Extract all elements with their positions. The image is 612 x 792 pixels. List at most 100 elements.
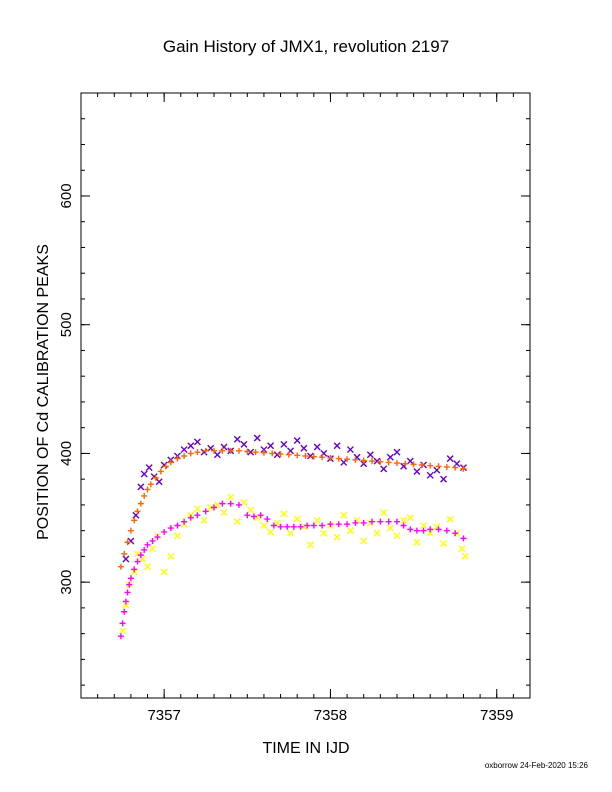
data-point: [144, 541, 151, 548]
data-point: [360, 460, 368, 468]
data-point: [380, 465, 388, 473]
data-point: [380, 509, 388, 517]
data-point: [319, 454, 326, 461]
y-tick-label: 600: [58, 183, 75, 208]
data-point: [137, 552, 144, 559]
data-point: [277, 523, 284, 530]
data-point: [452, 530, 459, 537]
data-point: [333, 442, 341, 450]
data-point: [173, 532, 181, 540]
data-point: [194, 512, 201, 519]
data-point: [369, 518, 376, 525]
data-point: [297, 523, 304, 530]
data-point: [140, 470, 148, 478]
data-point: [369, 458, 376, 465]
data-point: [304, 522, 311, 529]
data-point: [162, 463, 169, 470]
data-point: [373, 529, 381, 537]
chart-title: Gain History of JMX1, revolution 2197: [163, 37, 449, 56]
data-point: [264, 516, 271, 523]
data-point: [121, 550, 128, 557]
data-point: [352, 519, 359, 526]
data-point: [273, 451, 281, 459]
data-point: [446, 515, 454, 523]
data-point: [160, 568, 168, 576]
data-point: [290, 523, 297, 530]
data-point: [413, 467, 421, 475]
data-point: [400, 522, 407, 529]
data-point: [145, 464, 153, 472]
data-point: [443, 527, 450, 534]
data-point: [122, 555, 130, 563]
data-point: [244, 448, 251, 455]
data-point: [211, 447, 218, 454]
data-point: [344, 456, 351, 463]
data-point: [352, 456, 359, 463]
data-point: [194, 449, 201, 456]
data-markers: [117, 434, 469, 640]
data-point: [446, 455, 454, 463]
data-point: [377, 458, 384, 465]
data-point: [180, 446, 188, 454]
data-point: [117, 633, 124, 640]
data-point: [141, 546, 148, 553]
data-point: [127, 527, 134, 534]
data-point: [233, 518, 241, 526]
data-point: [240, 440, 248, 448]
data-point: [406, 514, 414, 522]
data-point: [127, 537, 135, 545]
data-point: [219, 447, 226, 454]
data-point: [440, 475, 448, 483]
data-point: [260, 446, 268, 454]
data-point: [119, 627, 127, 635]
data-point: [460, 535, 467, 542]
data-point: [287, 529, 295, 537]
data-point: [302, 453, 309, 459]
data-point: [193, 438, 201, 446]
data-point: [426, 471, 434, 479]
data-point: [187, 450, 194, 457]
data-point: [260, 522, 268, 530]
data-point: [460, 465, 467, 472]
data-point: [310, 453, 317, 460]
data-point: [247, 448, 255, 456]
data-point: [435, 463, 442, 470]
data-point: [346, 527, 354, 535]
data-point: [157, 468, 164, 475]
data-point: [167, 552, 175, 560]
data-point: [131, 517, 138, 524]
data-point: [418, 462, 425, 469]
data-point: [461, 552, 469, 560]
data-point: [244, 512, 251, 519]
data-point: [137, 483, 145, 491]
data-point: [121, 608, 128, 615]
data-point: [155, 478, 163, 486]
data-point: [402, 460, 409, 467]
data-point: [260, 449, 267, 456]
data-point: [280, 510, 288, 518]
data-point: [373, 457, 381, 465]
data-point: [420, 522, 428, 530]
data-point: [280, 440, 288, 448]
data-point: [117, 563, 124, 570]
data-point: [220, 509, 228, 517]
data-point: [427, 526, 434, 533]
data-point: [154, 534, 161, 541]
data-point: [385, 518, 392, 525]
footer-credit: oxborrow 24-Feb-2020 15:26: [485, 761, 589, 770]
data-point: [122, 601, 130, 609]
data-point: [335, 455, 342, 462]
data-point: [250, 513, 257, 520]
data-point: [346, 446, 354, 454]
data-point: [340, 458, 348, 466]
data-point: [193, 505, 201, 513]
data-point: [270, 522, 277, 529]
data-point: [426, 529, 434, 537]
data-point: [385, 459, 392, 466]
data-point: [207, 503, 215, 511]
data-point: [227, 447, 234, 454]
data-point: [360, 457, 367, 464]
data-point: [147, 481, 154, 488]
axis-ticks: [80, 92, 531, 698]
data-point: [427, 462, 434, 469]
